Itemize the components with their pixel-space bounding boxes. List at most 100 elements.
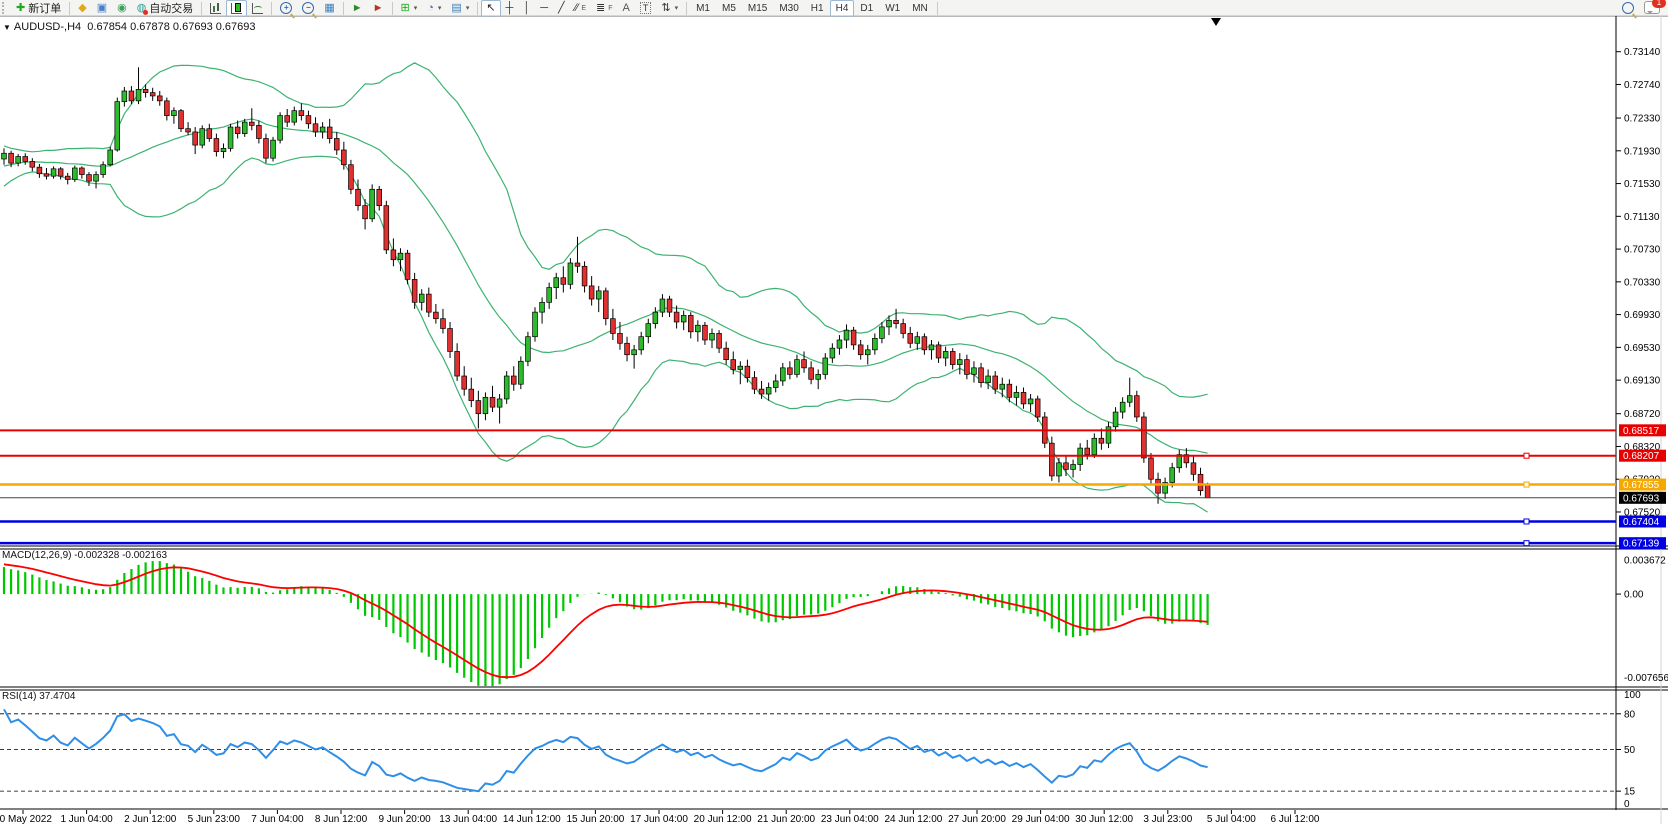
quote-header[interactable]: ▼ AUDUSD-,H4 0.67854 0.67878 0.67693 0.67… <box>3 21 256 33</box>
candlestick-chart-type-button[interactable] <box>226 0 248 17</box>
time-tick-label[interactable]: 30 May 2022 <box>0 814 52 824</box>
candle-body <box>808 367 814 380</box>
timeframe-d1-button[interactable]: D1 <box>854 0 879 17</box>
time-tick-label[interactable]: 24 Jun 12:00 <box>884 814 942 824</box>
time-tick-label[interactable]: 27 Jun 20:00 <box>948 814 1006 824</box>
timeframe-m15-button[interactable]: M15 <box>742 0 773 17</box>
candle-body <box>1034 398 1041 418</box>
candle-body <box>1084 447 1090 455</box>
indicators-button[interactable]: ⊞ ▾ <box>396 0 423 17</box>
time-tick-label[interactable]: 5 Jun 23:00 <box>188 814 241 824</box>
candle-body <box>532 311 538 338</box>
candle-body <box>362 205 368 220</box>
candle-body <box>525 336 531 362</box>
search-icon[interactable] <box>1622 1 1634 14</box>
macd-values: -0.002328 -0.002163 <box>74 550 168 561</box>
timeframe-m5-button[interactable]: M5 <box>716 0 742 17</box>
new-chart-button[interactable]: ◆ <box>73 0 91 17</box>
chevron-down-icon[interactable]: ▾ <box>674 5 679 12</box>
candle-body <box>8 152 14 164</box>
tile-windows-button[interactable]: ▦ <box>319 0 339 17</box>
pivot-line-handle[interactable] <box>1523 481 1530 488</box>
timeframe-mn-button[interactable]: MN <box>906 0 934 17</box>
time-tick-label[interactable]: 3 Jul 23:00 <box>1143 814 1192 824</box>
auto-scroll-icon: ► <box>351 1 363 14</box>
price-tick-label: 0.71130 <box>1624 212 1660 223</box>
toolbar-separator <box>477 1 479 15</box>
time-tick-label[interactable]: 30 Jun 12:00 <box>1075 814 1133 824</box>
candle-body <box>1183 454 1190 464</box>
time-tick-label[interactable]: 1 Jun 04:00 <box>60 814 113 824</box>
chart-shift-marker[interactable] <box>1211 18 1221 26</box>
bar-chart-type-button[interactable] <box>205 0 226 17</box>
text-tool-button[interactable]: A <box>618 0 635 17</box>
autotrading-button[interactable]: ◍ 自动交易 <box>132 0 199 17</box>
timeframe-m30-button[interactable]: M30 <box>773 0 804 17</box>
new-order-button[interactable]: ✚ 新订单 <box>11 0 66 17</box>
text-label-tool-button[interactable]: T <box>635 0 657 17</box>
time-tick-label[interactable]: 23 Jun 04:00 <box>821 814 879 824</box>
periods-button[interactable]: ◔ ▾ <box>422 0 446 17</box>
candle-body <box>355 188 361 207</box>
auto-scroll-button[interactable]: ► <box>347 0 368 17</box>
signals-button[interactable]: ◉ <box>112 0 132 17</box>
collapse-arrow-icon[interactable]: ▼ <box>3 23 11 32</box>
chart-shift-button[interactable]: ► <box>368 0 389 17</box>
toolbar-separator <box>271 1 273 15</box>
crosshair-tool-button[interactable]: ┼ <box>501 0 519 17</box>
candle-body <box>1049 442 1055 477</box>
time-tick-label[interactable]: 8 Jun 12:00 <box>315 814 368 824</box>
resistance-line-1-price-flag-text: 0.68517 <box>1623 426 1660 437</box>
candle-body <box>496 398 503 408</box>
zoom-in-button[interactable]: + <box>275 0 297 17</box>
support-line-1-handle[interactable] <box>1523 518 1530 525</box>
candle-body <box>730 359 736 370</box>
time-tick-label[interactable]: 2 Jun 12:00 <box>124 814 177 824</box>
candle-body <box>256 125 262 139</box>
resistance-line-2-handle[interactable] <box>1523 452 1530 459</box>
horizontal-line-tool-button[interactable]: ─ <box>535 0 553 17</box>
time-tick-label[interactable]: 20 Jun 12:00 <box>694 814 752 824</box>
timeframe-w1-button[interactable]: W1 <box>879 0 906 17</box>
timeframe-m1-button[interactable]: M1 <box>690 0 716 17</box>
time-tick-label[interactable]: 6 Jul 12:00 <box>1271 814 1320 824</box>
time-tick-label[interactable]: 9 Jun 20:00 <box>378 814 431 824</box>
time-tick-label[interactable]: 7 Jun 04:00 <box>251 814 304 824</box>
crosshair-icon: ┼ <box>505 1 514 14</box>
chevron-down-icon[interactable]: ▾ <box>465 5 470 12</box>
notifications-icon[interactable]: 1 <box>1644 0 1666 14</box>
time-tick-label[interactable]: 21 Jun 20:00 <box>757 814 815 824</box>
time-tick-label[interactable]: 5 Jul 04:00 <box>1207 814 1256 824</box>
vertical-line-tool-button[interactable]: │ <box>518 0 535 17</box>
zoom-out-button[interactable]: − <box>297 0 319 17</box>
time-tick-label[interactable]: 17 Jun 04:00 <box>630 814 688 824</box>
candle-body <box>794 359 800 375</box>
arrows-tool-button[interactable]: ⇅ ▾ <box>656 0 683 17</box>
channel-tool-button[interactable]: ∕∕ E <box>570 0 591 17</box>
time-tick-label[interactable]: 29 Jun 04:00 <box>1012 814 1070 824</box>
candle-body <box>22 156 28 162</box>
candle-body <box>128 90 135 102</box>
trendline-tool-button[interactable]: ╱ <box>553 0 570 17</box>
fibonacci-tool-button[interactable]: ≣ F <box>591 0 618 17</box>
clock-icon: ◔ <box>427 1 434 14</box>
cursor-icon: ↖ <box>486 1 496 14</box>
price-tick-label: 0.67520 <box>1624 507 1661 518</box>
timeframe-h1-button[interactable]: H1 <box>805 0 830 17</box>
templates-button[interactable]: ▤ ▾ <box>446 0 474 17</box>
time-tick-label[interactable]: 14 Jun 12:00 <box>503 814 561 824</box>
line-chart-type-button[interactable] <box>247 0 268 17</box>
price-tick-label: 0.72330 <box>1624 114 1661 125</box>
time-tick-label[interactable]: 15 Jun 20:00 <box>566 814 624 824</box>
candle-body <box>270 139 276 159</box>
chevron-down-icon[interactable]: ▾ <box>413 5 418 12</box>
time-tick-label[interactable]: 13 Jun 04:00 <box>439 814 497 824</box>
terminal-panel-button[interactable]: ▣ <box>92 0 112 17</box>
zoom-out-icon: − <box>302 2 315 14</box>
chevron-down-icon[interactable]: ▾ <box>437 5 442 12</box>
chart-shift-icon: ► <box>372 1 384 14</box>
toolbar-separator <box>391 1 393 15</box>
candle-body <box>249 121 255 126</box>
candle-body <box>79 167 85 175</box>
support-line-2-handle[interactable] <box>1523 540 1530 547</box>
